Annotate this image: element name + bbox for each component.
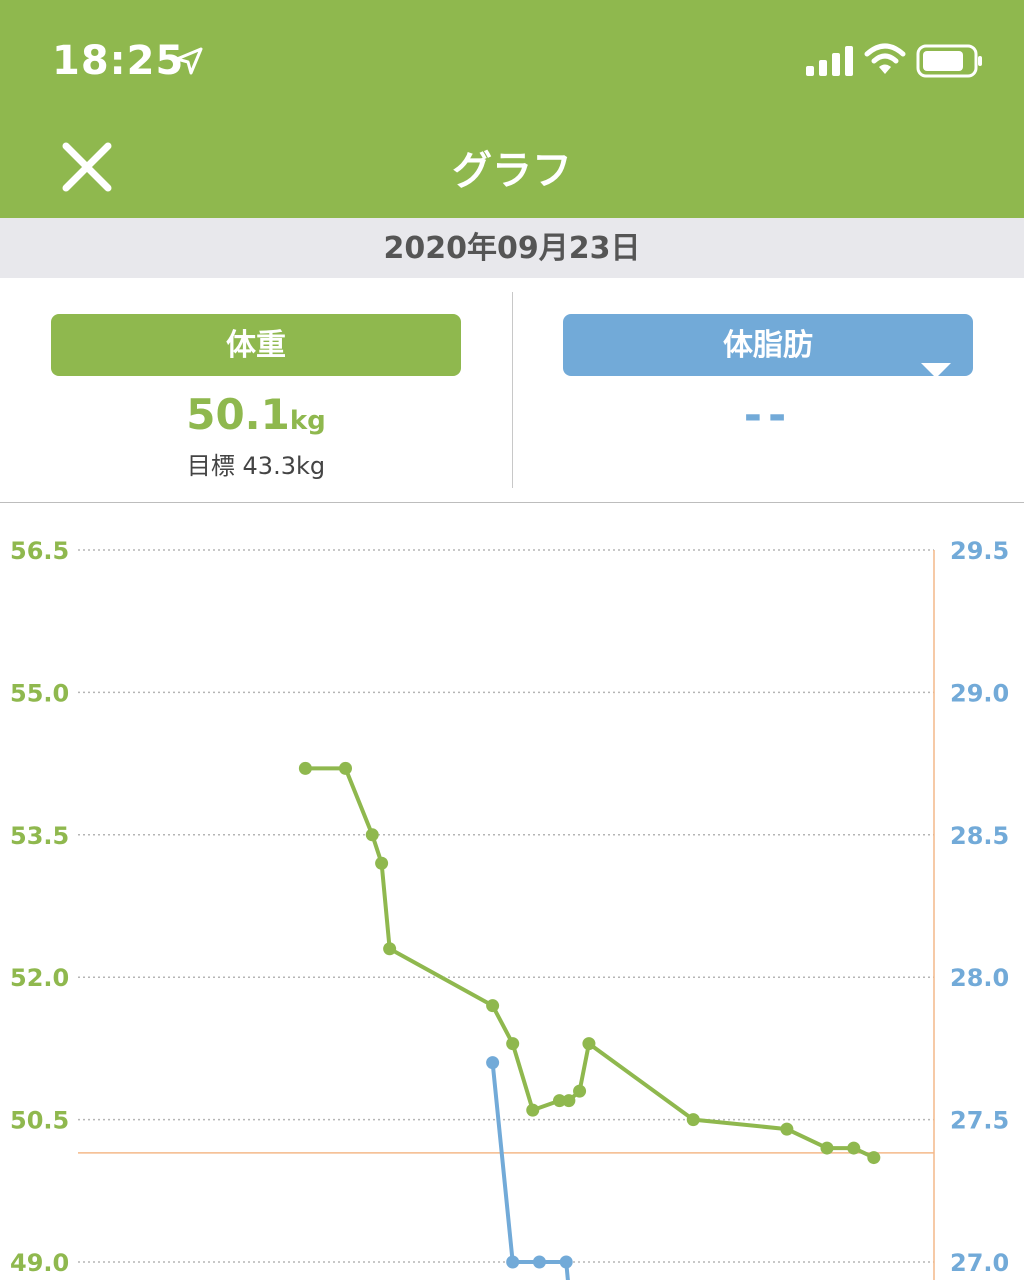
body-fat-data-point xyxy=(506,1255,520,1269)
weight-data-point xyxy=(486,999,500,1013)
weight-data-point xyxy=(506,1037,520,1051)
weight-data-point xyxy=(339,761,352,775)
wifi-icon xyxy=(864,42,906,80)
right-axis-tick-label: 29.0 xyxy=(950,679,1009,707)
weight-data-point xyxy=(298,761,312,775)
weight-tab-label: 体重 xyxy=(226,328,286,363)
body-fat-dropdown-button[interactable]: 体脂肪 xyxy=(563,314,973,378)
right-axis-tick-label: 29.5 xyxy=(950,537,1009,565)
weight-number: 50.1 xyxy=(186,390,290,439)
body-fat-data-point xyxy=(532,1255,546,1269)
left-axis-tick-label: 52.0 xyxy=(10,964,69,992)
target-label: 目標 xyxy=(186,452,235,480)
location-arrow-icon xyxy=(174,46,204,80)
right-axis-tick-label: 27.0 xyxy=(950,1249,1009,1277)
weight-tab-button[interactable]: 体重 xyxy=(51,314,461,376)
body-fat-data-point xyxy=(559,1255,573,1269)
left-axis-tick-label: 49.0 xyxy=(10,1249,69,1277)
weight-series-line xyxy=(305,766,875,1160)
weight-data-point xyxy=(553,1094,566,1108)
weight-unit: kg xyxy=(289,406,326,436)
target-weight: 目標 43.3kg xyxy=(51,446,461,481)
left-axis-tick-label: 53.5 xyxy=(10,822,69,850)
battery-icon xyxy=(916,44,984,82)
weight-data-point xyxy=(562,1094,576,1108)
weight-data-point xyxy=(867,1151,881,1165)
weight-data-point xyxy=(573,1084,587,1098)
body-fat-value: -- xyxy=(743,390,793,441)
close-icon xyxy=(62,142,112,192)
right-axis-tick-label: 28.5 xyxy=(950,822,1009,850)
weight-value: 50.1kg xyxy=(51,390,461,439)
status-bar: 18:25 xyxy=(0,0,1024,120)
weight-fat-chart: 56.5 29.5 55.0 29.0 53.5 28.5 52.0 28.0 50.5 27.5… xyxy=(10,537,1009,1280)
date-bar: 2020年09月23日 xyxy=(0,218,1024,278)
close-button[interactable] xyxy=(58,138,116,196)
summary-divider xyxy=(512,292,513,488)
weight-data-point xyxy=(582,1037,596,1051)
body-fat-tab-label: 体脂肪 xyxy=(723,328,813,363)
body-fat-data-point xyxy=(486,1056,500,1070)
nav-bar xyxy=(0,120,1024,218)
target-value: 43.3kg xyxy=(242,452,326,480)
weight-data-point xyxy=(847,1141,861,1155)
weight-data-point xyxy=(780,1122,794,1136)
weight-data-point xyxy=(365,828,379,842)
signal-icon xyxy=(806,46,854,80)
weight-data-point xyxy=(375,856,389,870)
page-title: グラフ xyxy=(452,148,572,194)
weight-data-point xyxy=(383,942,397,956)
right-axis-tick-label: 28.0 xyxy=(950,964,1009,992)
weight-data-point xyxy=(820,1141,834,1155)
left-axis-tick-label: 56.5 xyxy=(10,537,69,565)
chevron-down-icon xyxy=(921,338,951,402)
status-time: 18:25 xyxy=(52,38,185,84)
left-axis-tick-label: 55.0 xyxy=(10,679,69,707)
right-axis-tick-label: 27.5 xyxy=(950,1107,1009,1135)
left-axis-tick-label: 50.5 xyxy=(10,1107,69,1135)
weight-data-point xyxy=(686,1113,700,1127)
weight-data-point xyxy=(526,1103,540,1117)
summary-panel: 体重 50.1kg 目標 43.3kg 体脂肪 -- xyxy=(0,278,1024,503)
